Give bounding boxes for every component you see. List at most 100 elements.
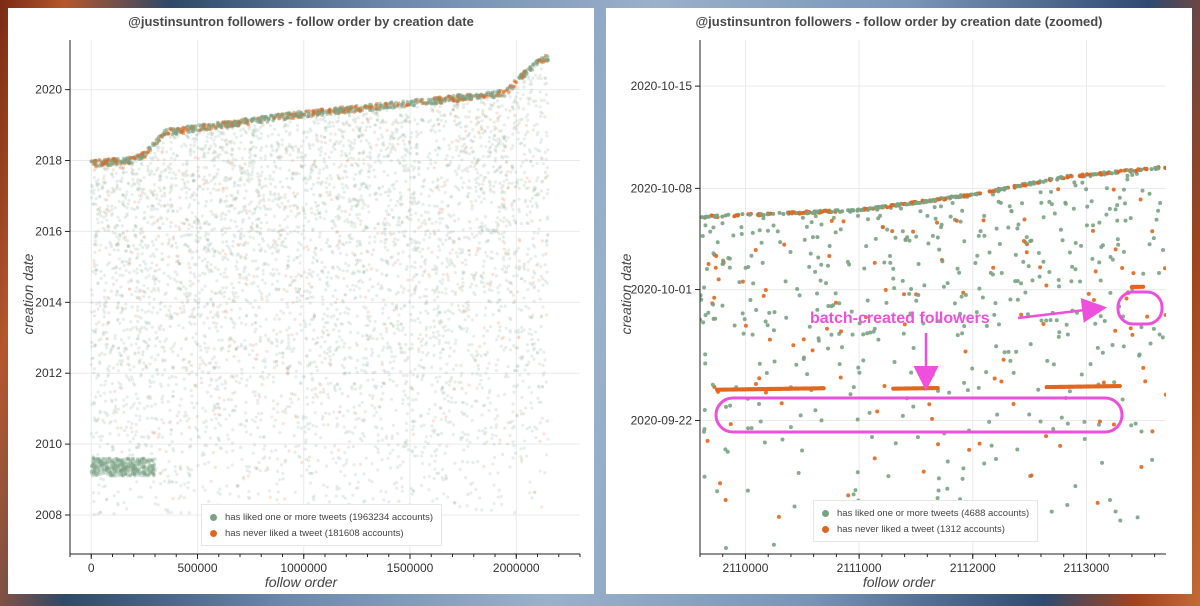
data-point-liked <box>485 350 490 354</box>
data-point-liked <box>340 182 344 186</box>
data-point-liked <box>146 416 150 420</box>
data-point-liked <box>527 385 531 389</box>
data-point-never-liked <box>343 209 347 214</box>
data-point-liked <box>301 139 305 143</box>
data-point-liked <box>415 142 419 147</box>
data-point-liked <box>368 393 372 397</box>
data-point-liked <box>507 181 511 185</box>
data-point-liked <box>407 120 411 124</box>
data-point-liked <box>115 362 120 366</box>
data-point-liked <box>257 411 261 416</box>
data-point-liked <box>513 250 517 254</box>
data-point-liked <box>264 317 268 321</box>
data-point-liked <box>433 130 437 134</box>
data-point-liked <box>436 304 440 308</box>
data-point-liked <box>378 126 382 130</box>
data-point-liked <box>460 410 464 414</box>
data-point-liked <box>250 140 254 144</box>
data-point-liked <box>135 445 139 449</box>
data-point-liked <box>347 139 351 143</box>
data-point-liked <box>247 353 251 357</box>
data-point-liked <box>94 196 98 201</box>
data-point-liked <box>355 239 359 243</box>
data-point-liked <box>354 263 358 267</box>
data-point-liked <box>512 126 516 131</box>
data-point-liked <box>194 426 198 430</box>
data-point-never-liked <box>178 227 182 232</box>
data-point-liked <box>287 168 291 172</box>
data-point-liked <box>409 196 413 200</box>
data-point-liked <box>216 250 221 254</box>
data-point-liked <box>396 290 400 294</box>
data-point-liked <box>357 286 362 290</box>
data-point-liked <box>256 426 260 430</box>
data-point-liked <box>383 190 387 195</box>
data-point-liked <box>137 182 141 186</box>
data-point-liked <box>290 349 295 354</box>
data-point-liked <box>192 144 196 148</box>
data-point-liked <box>92 264 96 269</box>
data-point-liked <box>252 236 256 240</box>
data-point-liked <box>111 230 115 235</box>
data-point-liked <box>169 147 173 151</box>
data-point-never-liked <box>506 185 510 189</box>
data-point-liked <box>499 344 503 349</box>
data-point-liked <box>404 179 408 184</box>
data-point-liked <box>379 192 383 197</box>
data-point-liked <box>322 350 327 354</box>
data-point-liked <box>245 277 249 282</box>
data-point-liked <box>447 341 451 345</box>
data-point-liked <box>495 143 500 148</box>
data-point-liked <box>433 291 437 295</box>
data-point-liked <box>161 469 165 473</box>
data-point-liked <box>481 276 485 280</box>
data-point-never-liked <box>503 145 507 149</box>
data-point-liked <box>206 151 210 155</box>
data-point-never-liked <box>175 254 179 258</box>
data-point-liked <box>277 272 281 276</box>
data-point-liked <box>333 224 338 228</box>
data-point-liked <box>288 405 292 409</box>
data-point-liked <box>500 156 505 160</box>
data-point-liked <box>308 147 312 151</box>
data-point-liked <box>381 391 385 395</box>
data-point-liked <box>371 396 375 400</box>
data-point-liked <box>201 187 205 191</box>
data-point-liked <box>380 457 384 462</box>
data-point-liked <box>384 147 388 152</box>
data-point-never-liked <box>188 266 192 270</box>
data-point-liked <box>424 309 428 313</box>
data-point-never-liked <box>159 471 163 475</box>
data-point-never-liked <box>369 267 374 271</box>
data-point-liked <box>202 152 206 157</box>
data-point-liked <box>472 274 476 278</box>
data-point-liked <box>130 192 134 197</box>
data-point-never-liked <box>221 249 225 253</box>
data-point-liked <box>294 375 298 379</box>
data-point-liked <box>252 211 257 215</box>
data-point-liked <box>168 225 173 229</box>
data-point-never-liked <box>294 286 298 291</box>
data-point-liked <box>174 241 178 245</box>
data-point-liked <box>233 220 237 224</box>
data-point-liked <box>171 152 176 156</box>
data-point-liked <box>351 493 355 497</box>
data-point-liked <box>462 142 467 146</box>
data-point-liked <box>444 340 448 345</box>
data-point-never-liked <box>438 406 443 410</box>
data-point-liked <box>178 206 183 211</box>
data-point-liked <box>268 174 272 178</box>
data-point-liked <box>481 101 485 105</box>
data-point-liked <box>175 472 179 476</box>
data-point-liked <box>312 193 316 197</box>
data-point-liked <box>174 183 178 188</box>
data-point-never-liked <box>225 227 229 231</box>
data-point-liked <box>351 128 355 132</box>
data-point-liked <box>417 165 421 169</box>
data-point-liked <box>318 215 323 220</box>
data-point-liked <box>372 326 377 330</box>
data-point-liked <box>500 191 504 195</box>
data-point-liked <box>209 479 213 483</box>
data-point-never-liked <box>225 275 229 279</box>
data-point-liked <box>525 213 529 217</box>
